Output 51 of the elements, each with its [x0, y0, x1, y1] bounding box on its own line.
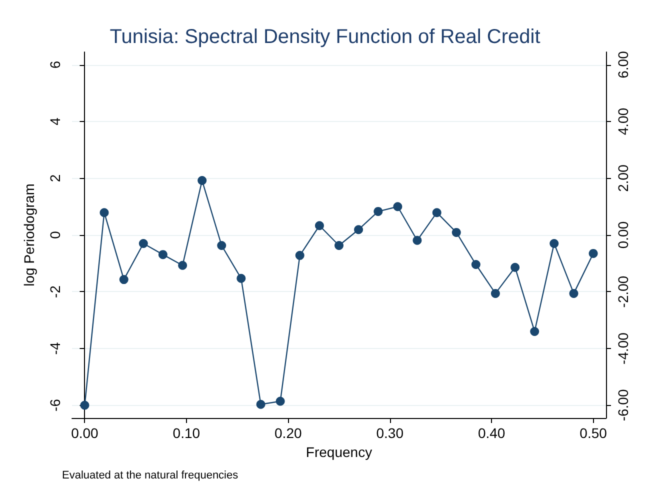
point: [530, 326, 540, 336]
point: [295, 250, 304, 260]
y-tick-label: 0: [47, 230, 63, 239]
point: [100, 208, 109, 218]
point: [471, 260, 480, 270]
y-tick-label: -2: [47, 285, 63, 298]
y-tick-label: 4: [47, 117, 63, 126]
point: [490, 288, 500, 298]
point: [178, 260, 188, 270]
point: [158, 250, 168, 260]
y2-tick-label: -4.00: [615, 332, 631, 364]
y2-tick-label: -6.00: [615, 389, 631, 422]
point: [432, 208, 442, 218]
point: [119, 275, 128, 284]
point: [550, 239, 559, 248]
y2-tick-label: 4.00: [615, 108, 631, 136]
y-tick-label: -6: [47, 398, 63, 412]
x-tick-label: 0.50: [580, 425, 608, 441]
point: [354, 225, 364, 234]
point: [393, 202, 402, 212]
point: [452, 228, 461, 237]
point: [314, 221, 324, 230]
y2-tick-label: -2.00: [615, 276, 631, 308]
x-tick-label: 0.40: [478, 425, 506, 441]
x-axis-title: Frequency: [306, 444, 372, 460]
point: [510, 262, 520, 272]
point: [236, 274, 246, 283]
y-tick-label: 6: [47, 60, 63, 69]
text: Evaluated at the natural frequencies: [62, 470, 239, 482]
x-tick-label: 0.10: [172, 425, 200, 441]
point: [334, 241, 344, 250]
y2-tick-label: 2.00: [615, 164, 631, 192]
chart-title: Tunisia: Spectral Density Function of Real Credit: [110, 26, 541, 48]
x-tick-label: 0.00: [71, 425, 99, 441]
point: [256, 400, 266, 409]
point: [138, 239, 148, 248]
point: [588, 248, 598, 258]
y-tick-label: 2: [47, 174, 63, 182]
point: [276, 396, 285, 406]
point: [412, 236, 422, 245]
y2-tick-label: 6.00: [615, 50, 631, 78]
point: [80, 400, 90, 410]
point: [374, 206, 383, 216]
x-tick-label: 0.30: [376, 425, 404, 441]
y-axis-title: log Periodogram: [21, 184, 37, 286]
point: [569, 288, 578, 298]
point: [217, 241, 226, 250]
point: [198, 176, 207, 186]
y2-tick-label: 0.00: [615, 221, 631, 249]
y-tick-label: -4: [47, 342, 63, 355]
x-tick-label: 0.20: [274, 425, 302, 441]
